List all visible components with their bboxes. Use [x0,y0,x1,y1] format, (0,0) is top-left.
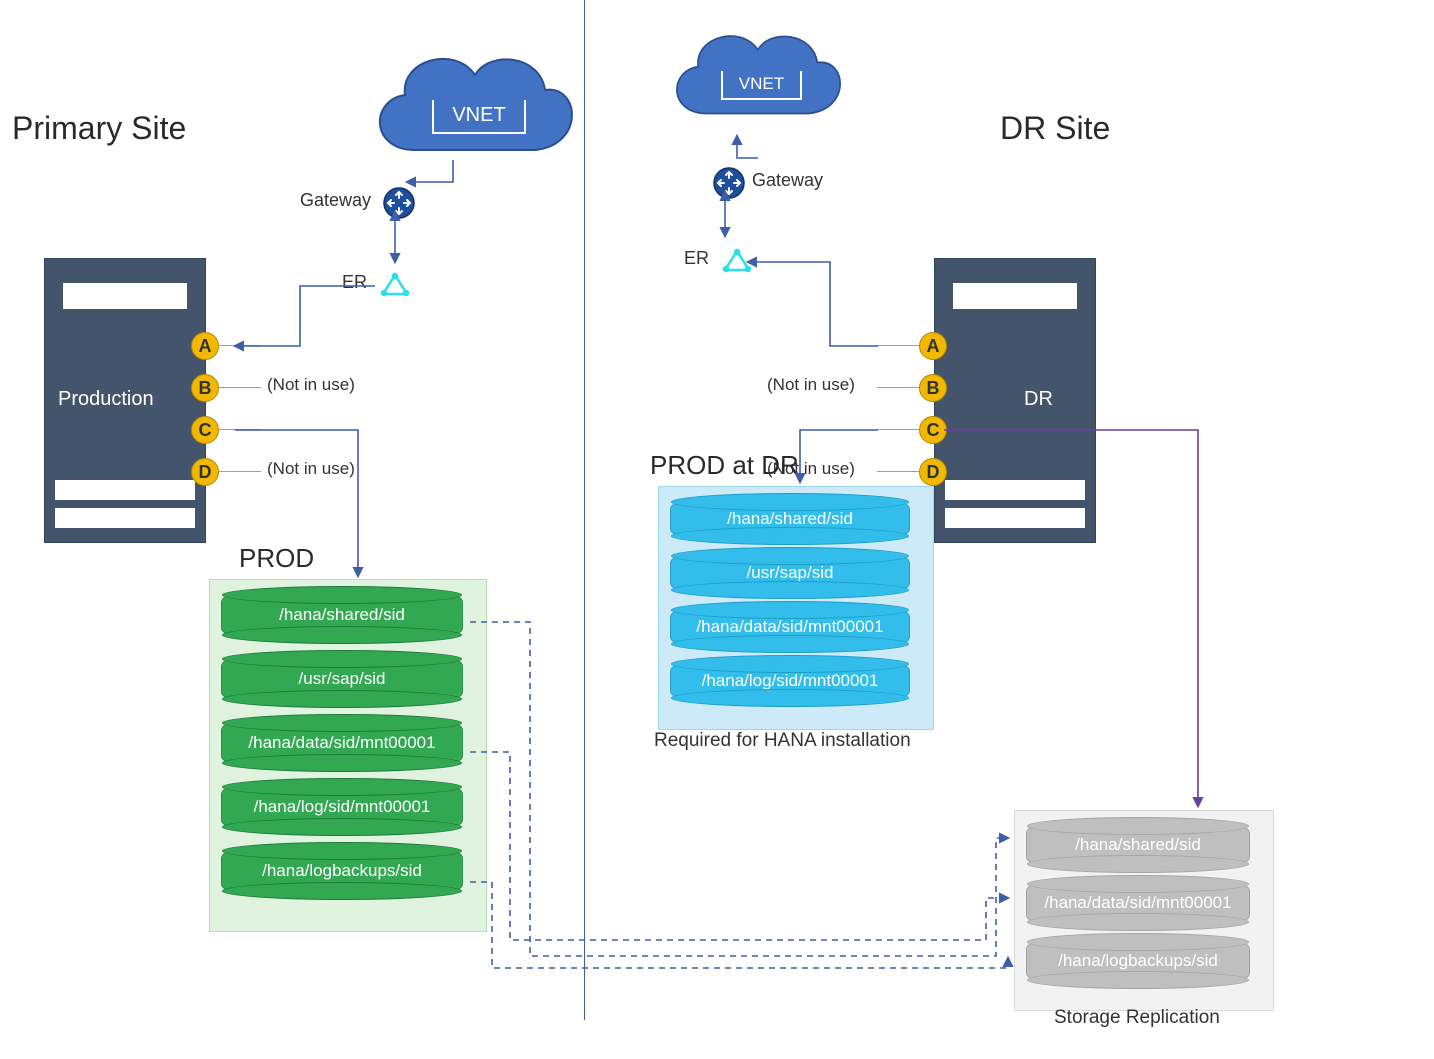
port-stub-d-left [219,471,261,472]
disk-repl-1: /hana/data/sid/mnt00001 [1026,882,1250,924]
disk-prod-2: /hana/data/sid/mnt00001 [221,721,463,765]
er-icon-left [380,272,410,298]
server-label-left: Production [58,388,154,411]
disk-repl-0: /hana/shared/sid [1026,824,1250,866]
port-a-left: A [191,332,219,360]
vnet-label-right: VNET [721,71,802,100]
port-stub-b-left [219,387,261,388]
disk-repl-2: /hana/logbackups/sid [1026,940,1250,982]
er-icon-right [722,248,752,274]
primary-site-title: Primary Site [12,110,186,147]
disk-prod-1: /usr/sap/sid [221,657,463,701]
disk-prod-4: /hana/logbackups/sid [221,849,463,893]
disk-proddr-3: /hana/log/sid/mnt00001 [670,662,910,700]
gateway-label-right: Gateway [752,170,823,191]
port-a-right: A [919,332,947,360]
conn-solid-2 [235,286,375,346]
disk-proddr-1: /usr/sap/sid [670,554,910,592]
port-b-right: B [919,374,947,402]
port-stub-a-left [219,345,261,346]
site-divider [584,0,585,1020]
proddr-footer: Required for HANA installation [654,730,911,752]
port-c-right: C [919,416,947,444]
conn-solid-6 [748,262,878,346]
not-in-use-d-left: (Not in use) [267,459,355,479]
disk-proddr-0: /hana/shared/sid [670,500,910,538]
port-d-right: D [919,458,947,486]
conn-repl-1 [470,752,1008,940]
er-label-left: ER [342,272,367,293]
er-label-right: ER [684,248,709,269]
port-stub-b-right [877,387,919,388]
storage-replication-label: Storage Replication [1054,1007,1220,1029]
port-stub-c-left [219,429,261,430]
proddr-label: PROD at DR [650,450,799,481]
server-label-right: DR [1024,388,1053,411]
not-in-use-b-right: (Not in use) [767,375,855,395]
conn-repl-2 [470,882,1008,968]
port-stub-d-right [877,471,919,472]
disk-proddr-2: /hana/data/sid/mnt00001 [670,608,910,646]
not-in-use-b-left: (Not in use) [267,375,355,395]
port-stub-a-right [877,345,919,346]
disk-prod-0: /hana/shared/sid [221,593,463,637]
port-c-left: C [191,416,219,444]
prod-label: PROD [239,543,314,574]
vnet-label-left: VNET [432,100,526,134]
gateway-label-left: Gateway [300,190,371,211]
dr-site-title: DR Site [1000,110,1110,147]
router-icon-right [712,166,746,200]
port-d-left: D [191,458,219,486]
server-right [934,258,1096,543]
router-icon-left [382,186,416,220]
disk-prod-3: /hana/log/sid/mnt00001 [221,785,463,829]
port-stub-c-right [877,429,919,430]
port-b-left: B [191,374,219,402]
